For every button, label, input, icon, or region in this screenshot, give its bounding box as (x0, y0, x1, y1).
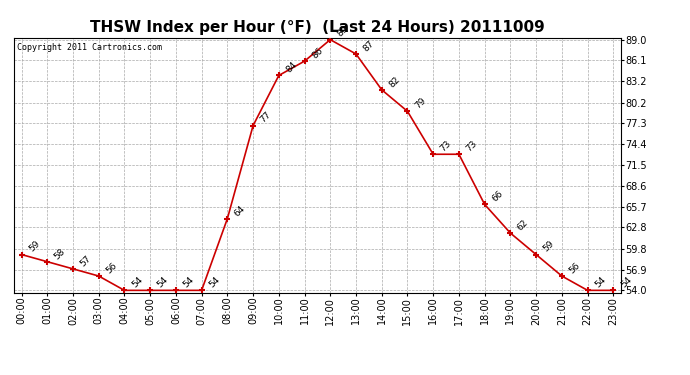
Text: 73: 73 (439, 139, 453, 153)
Text: 89: 89 (336, 24, 351, 39)
Text: 82: 82 (387, 75, 402, 89)
Text: 84: 84 (284, 60, 299, 75)
Text: 54: 54 (181, 275, 196, 290)
Text: 57: 57 (79, 254, 93, 268)
Text: 62: 62 (516, 218, 531, 232)
Text: 54: 54 (130, 275, 144, 290)
Text: Copyright 2011 Cartronics.com: Copyright 2011 Cartronics.com (17, 43, 162, 52)
Text: 66: 66 (490, 189, 504, 204)
Text: 54: 54 (593, 275, 607, 290)
Text: 64: 64 (233, 204, 247, 218)
Text: 54: 54 (619, 275, 633, 290)
Text: 59: 59 (542, 239, 556, 254)
Text: 56: 56 (567, 261, 582, 275)
Text: 87: 87 (362, 39, 376, 53)
Text: 73: 73 (464, 139, 479, 153)
Text: 54: 54 (207, 275, 221, 290)
Text: 77: 77 (259, 110, 273, 125)
Text: 79: 79 (413, 96, 428, 111)
Text: 86: 86 (310, 46, 324, 60)
Text: 56: 56 (104, 261, 119, 275)
Text: 58: 58 (53, 246, 68, 261)
Title: THSW Index per Hour (°F)  (Last 24 Hours) 20111009: THSW Index per Hour (°F) (Last 24 Hours)… (90, 20, 545, 35)
Text: 54: 54 (156, 275, 170, 290)
Text: 59: 59 (27, 239, 41, 254)
